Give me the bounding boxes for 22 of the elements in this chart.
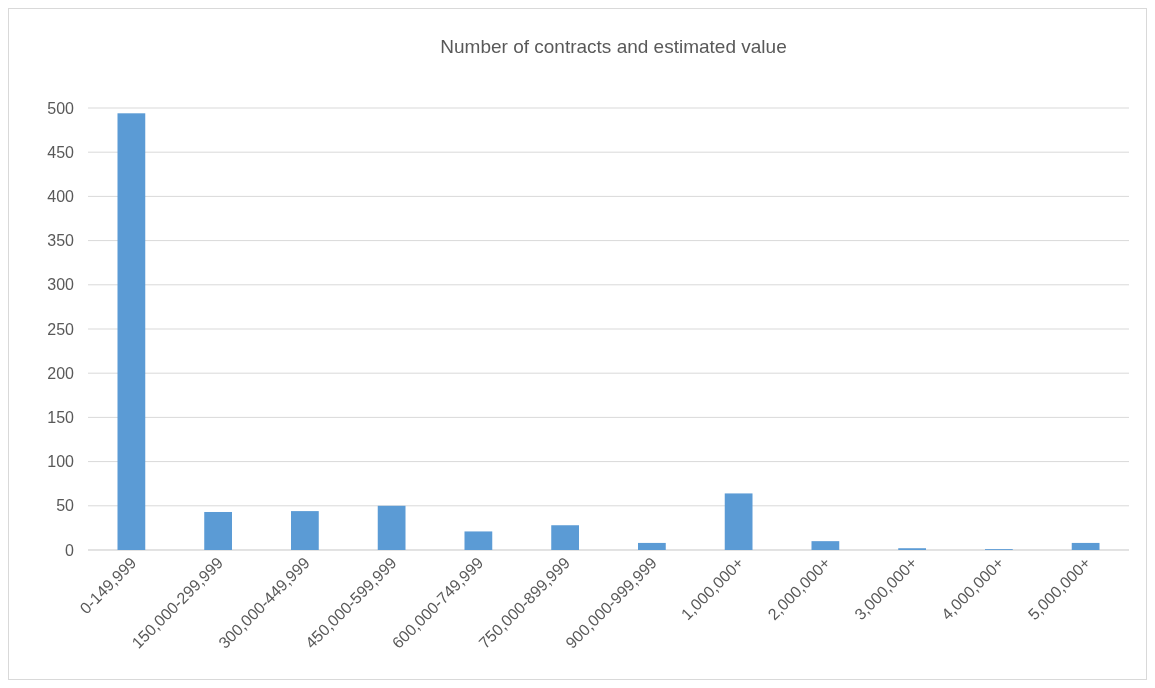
y-tick-label: 350 bbox=[47, 232, 75, 250]
bar bbox=[204, 511, 233, 550]
y-tick-label: 500 bbox=[47, 99, 75, 117]
y-tick-label: 450 bbox=[47, 143, 75, 161]
bar bbox=[724, 493, 753, 550]
y-tick-label: 250 bbox=[47, 320, 75, 338]
y-tick-label: 150 bbox=[47, 409, 75, 426]
bar bbox=[551, 525, 580, 550]
bar bbox=[117, 113, 146, 550]
bar bbox=[464, 531, 493, 550]
bar bbox=[377, 505, 406, 550]
y-tick-label: 50 bbox=[56, 497, 75, 515]
chart-title: Number of contracts and estimated value bbox=[440, 36, 787, 57]
y-tick-label: 100 bbox=[47, 453, 75, 471]
bar bbox=[1071, 542, 1100, 550]
bar bbox=[638, 542, 666, 550]
y-tick-label: 400 bbox=[47, 188, 75, 205]
bar bbox=[811, 541, 840, 550]
y-tick-label: 0 bbox=[65, 541, 75, 559]
bar bbox=[291, 511, 319, 550]
y-tick-label: 200 bbox=[47, 364, 75, 382]
y-tick-label: 300 bbox=[47, 276, 75, 294]
